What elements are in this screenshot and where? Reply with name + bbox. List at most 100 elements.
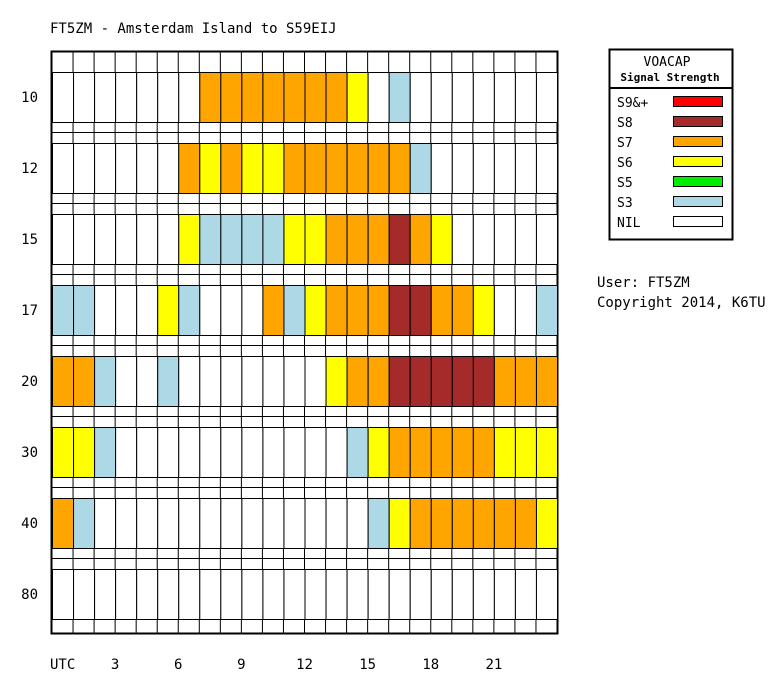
band-cell bbox=[178, 143, 201, 194]
band-cell bbox=[430, 143, 453, 194]
legend-label: S7 bbox=[617, 136, 633, 151]
band-cell bbox=[388, 569, 411, 620]
band-cell bbox=[409, 498, 432, 549]
band-cell bbox=[73, 569, 96, 620]
band-cell bbox=[94, 143, 117, 194]
band-cell bbox=[52, 143, 75, 194]
legend-swatch bbox=[673, 176, 723, 187]
band-cell bbox=[451, 285, 474, 336]
band-cell bbox=[262, 214, 285, 265]
band-cell bbox=[451, 498, 474, 549]
band-cell bbox=[52, 285, 75, 336]
band-cell bbox=[367, 285, 390, 336]
band-cell bbox=[178, 427, 201, 478]
band-cell bbox=[388, 285, 411, 336]
band-cell bbox=[199, 214, 222, 265]
band-cell bbox=[514, 143, 537, 194]
band-cell bbox=[283, 285, 306, 336]
x-axis-label: UTC bbox=[50, 657, 75, 673]
band-cell bbox=[304, 569, 327, 620]
band-cell bbox=[304, 143, 327, 194]
band-cell bbox=[178, 356, 201, 407]
band-cell bbox=[535, 569, 558, 620]
band-cell bbox=[115, 427, 138, 478]
band-cell bbox=[493, 285, 516, 336]
band-cell bbox=[262, 427, 285, 478]
band-cell bbox=[535, 285, 558, 336]
band-cell bbox=[220, 356, 243, 407]
band-cell bbox=[472, 569, 495, 620]
band-cell bbox=[115, 143, 138, 194]
band-cell bbox=[388, 214, 411, 265]
legend-swatch bbox=[673, 96, 723, 107]
band-cell bbox=[430, 498, 453, 549]
band-cell bbox=[241, 72, 264, 123]
band-cell bbox=[283, 143, 306, 194]
band-cell bbox=[451, 214, 474, 265]
legend-label: S3 bbox=[617, 196, 633, 211]
band-cell bbox=[430, 285, 453, 336]
band-cell bbox=[346, 143, 369, 194]
legend-label: NIL bbox=[617, 216, 641, 231]
band-cell bbox=[409, 285, 432, 336]
band-cell bbox=[325, 356, 348, 407]
band-cell bbox=[430, 72, 453, 123]
band-cell bbox=[304, 72, 327, 123]
band-cell bbox=[451, 569, 474, 620]
band-cell bbox=[409, 214, 432, 265]
band-cell bbox=[241, 143, 264, 194]
band-cell bbox=[115, 214, 138, 265]
band-cell bbox=[157, 427, 180, 478]
band-cell bbox=[52, 214, 75, 265]
band-cell bbox=[241, 356, 264, 407]
band-cell bbox=[199, 427, 222, 478]
band-cell bbox=[241, 498, 264, 549]
band-cell bbox=[367, 356, 390, 407]
band-cell bbox=[430, 214, 453, 265]
band-cell bbox=[346, 72, 369, 123]
band-label: 80 bbox=[21, 587, 38, 603]
x-tick-label: 12 bbox=[296, 657, 313, 673]
band-cell bbox=[493, 356, 516, 407]
band-cell bbox=[493, 427, 516, 478]
band-cell bbox=[535, 498, 558, 549]
band-cell bbox=[514, 214, 537, 265]
band-cell bbox=[73, 285, 96, 336]
band-cell bbox=[94, 72, 117, 123]
band-cell bbox=[346, 498, 369, 549]
band-cell bbox=[241, 285, 264, 336]
band-label: 10 bbox=[21, 90, 38, 106]
legend: VOACAP Signal Strength S9&+ S8 S7 S6 S5 S3 NIL bbox=[608, 48, 734, 241]
band-cell bbox=[367, 498, 390, 549]
band-cell bbox=[178, 214, 201, 265]
band-cell bbox=[409, 427, 432, 478]
band-cell bbox=[136, 498, 159, 549]
band-cell bbox=[367, 214, 390, 265]
x-tick-labels: 3 6 9 12 15 18 21 bbox=[111, 657, 502, 673]
band-cell bbox=[514, 285, 537, 336]
band-cell bbox=[283, 214, 306, 265]
band-cell bbox=[472, 72, 495, 123]
band-cell bbox=[157, 356, 180, 407]
band-cell bbox=[535, 427, 558, 478]
band-cell bbox=[325, 143, 348, 194]
band-cell bbox=[493, 498, 516, 549]
band-cell bbox=[514, 427, 537, 478]
band-cell bbox=[220, 427, 243, 478]
band-cell bbox=[136, 569, 159, 620]
band-cell bbox=[199, 356, 222, 407]
band-cell bbox=[199, 498, 222, 549]
band-cell bbox=[136, 214, 159, 265]
band-cell bbox=[472, 356, 495, 407]
band-cell bbox=[136, 143, 159, 194]
band-cell bbox=[388, 427, 411, 478]
band-cell bbox=[94, 569, 117, 620]
band-cell bbox=[199, 285, 222, 336]
band-label: 12 bbox=[21, 161, 38, 177]
band-cell bbox=[304, 214, 327, 265]
legend-swatch bbox=[673, 156, 723, 167]
band-cell bbox=[199, 569, 222, 620]
band-cell bbox=[115, 498, 138, 549]
band-cell bbox=[493, 214, 516, 265]
legend-label: S5 bbox=[617, 176, 633, 191]
